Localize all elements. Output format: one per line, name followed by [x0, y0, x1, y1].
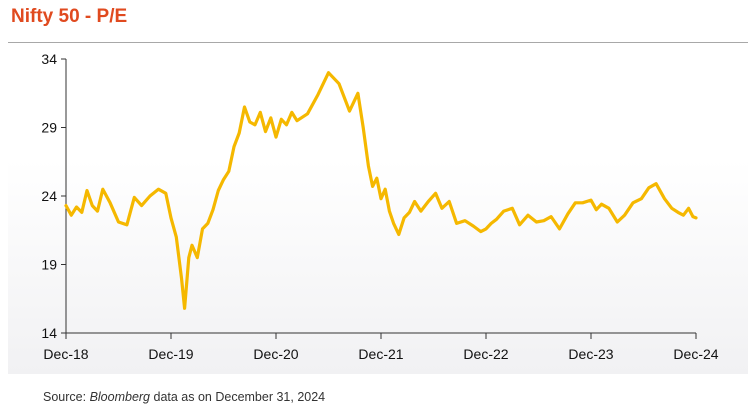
y-tick-label: 24 [41, 188, 57, 204]
x-tick-label: Dec-19 [148, 346, 193, 362]
x-tick-label: Dec-21 [358, 346, 403, 362]
series-line-pe [64, 71, 698, 310]
source-suffix: data as on December 31, 2024 [150, 390, 326, 404]
y-tick-label: 14 [41, 325, 57, 341]
x-tick-label: Dec-22 [463, 346, 508, 362]
source-italic: Bloomberg [89, 390, 151, 404]
source-note: Source: Bloomberg data as on December 31… [43, 390, 325, 404]
x-tick-label: Dec-23 [568, 346, 613, 362]
y-axis: 14 19 24 29 34 [41, 51, 67, 341]
x-tick-label: Dec-24 [673, 346, 718, 362]
title-divider [8, 42, 748, 43]
x-tick-label: Dec-18 [43, 346, 88, 362]
chart-title: Nifty 50 - P/E [11, 6, 128, 27]
y-tick-label: 19 [41, 257, 57, 273]
x-axis: Dec-18 Dec-19 Dec-20 Dec-21 Dec-22 Dec-23 Dec-… [43, 332, 719, 362]
source-prefix: Source: [43, 390, 90, 404]
x-tick-label: Dec-20 [253, 346, 298, 362]
y-tick-label: 34 [41, 51, 57, 67]
series-layer [64, 71, 698, 310]
y-tick-label: 29 [41, 120, 57, 136]
